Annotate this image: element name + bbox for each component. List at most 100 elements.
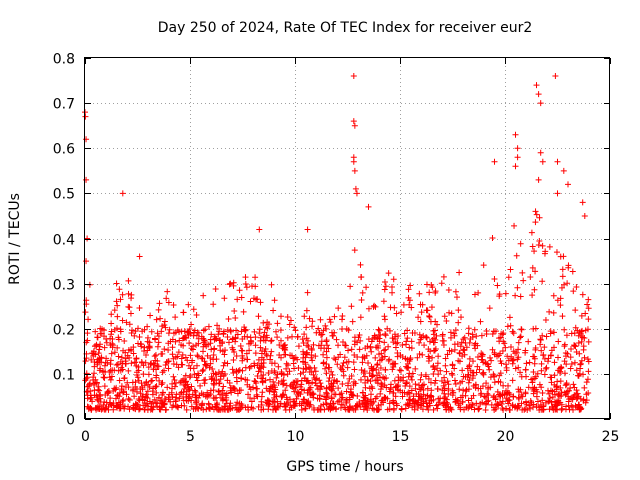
data-point xyxy=(499,348,506,355)
data-point xyxy=(539,158,546,165)
data-point xyxy=(473,369,480,376)
data-point xyxy=(343,359,350,366)
data-point xyxy=(547,387,554,394)
data-point xyxy=(567,354,574,361)
data-point xyxy=(441,399,448,406)
data-point xyxy=(406,344,413,351)
data-point xyxy=(390,399,397,406)
data-point xyxy=(518,400,525,407)
data-point xyxy=(144,334,151,341)
data-point xyxy=(282,351,289,358)
data-point xyxy=(183,406,190,413)
data-point xyxy=(306,369,313,376)
data-point xyxy=(128,295,135,302)
data-point xyxy=(258,360,265,367)
data-point xyxy=(418,334,425,341)
plot-frame xyxy=(84,57,610,419)
data-point xyxy=(488,357,495,364)
data-point xyxy=(540,406,547,413)
data-point xyxy=(339,381,346,388)
y-tick-label: 0.6 xyxy=(53,142,75,158)
data-point xyxy=(158,403,165,410)
data-point xyxy=(515,395,522,402)
data-point xyxy=(350,73,357,80)
data-point xyxy=(418,309,425,316)
data-point xyxy=(299,336,306,343)
data-point xyxy=(82,309,89,316)
data-point xyxy=(451,365,458,372)
data-point xyxy=(339,338,346,345)
data-point xyxy=(97,399,104,406)
data-point xyxy=(302,405,309,412)
data-point xyxy=(474,363,481,370)
data-point xyxy=(101,333,108,340)
data-point xyxy=(120,388,127,395)
data-point xyxy=(423,403,430,410)
data-point xyxy=(339,316,346,323)
data-point xyxy=(406,390,413,397)
data-point xyxy=(399,342,406,349)
data-point xyxy=(214,400,221,407)
data-point xyxy=(252,334,259,341)
data-point xyxy=(217,376,224,383)
data-point xyxy=(557,302,564,309)
data-point xyxy=(557,384,564,391)
data-point xyxy=(453,294,460,301)
data-point xyxy=(238,328,245,335)
data-point xyxy=(449,372,456,379)
data-point xyxy=(470,358,477,365)
data-point xyxy=(427,318,434,325)
data-point xyxy=(232,315,239,322)
data-point xyxy=(303,350,310,357)
data-point xyxy=(132,379,139,386)
data-point xyxy=(462,340,469,347)
data-point xyxy=(133,369,140,376)
data-point xyxy=(258,375,265,382)
data-point xyxy=(236,287,243,294)
data-point xyxy=(365,359,372,366)
data-point xyxy=(364,376,371,383)
data-point xyxy=(399,393,406,400)
data-point xyxy=(315,325,322,332)
data-point xyxy=(434,385,441,392)
data-point xyxy=(190,306,197,313)
data-point xyxy=(512,131,519,138)
data-point xyxy=(382,332,389,339)
data-point xyxy=(147,312,154,319)
data-point xyxy=(491,158,498,165)
data-point xyxy=(121,403,128,410)
data-point xyxy=(164,288,171,295)
data-point xyxy=(517,386,524,393)
data-point xyxy=(408,338,415,345)
data-point xyxy=(478,350,485,357)
data-point xyxy=(379,397,386,404)
data-point xyxy=(536,214,543,221)
data-point xyxy=(425,358,432,365)
data-point xyxy=(525,338,532,345)
data-point xyxy=(165,299,172,306)
data-point xyxy=(358,274,365,281)
data-point xyxy=(153,316,160,323)
data-point xyxy=(215,388,222,395)
data-point xyxy=(441,387,448,394)
data-point xyxy=(389,366,396,373)
data-point xyxy=(143,379,150,386)
data-point xyxy=(500,330,507,337)
data-point xyxy=(530,369,537,376)
data-point xyxy=(142,393,149,400)
data-point xyxy=(318,338,325,345)
data-point xyxy=(438,378,445,385)
data-point xyxy=(377,386,384,393)
data-point xyxy=(141,406,148,413)
data-point xyxy=(194,352,201,359)
data-point xyxy=(372,354,379,361)
data-point xyxy=(438,280,445,287)
data-point xyxy=(258,368,265,375)
data-point xyxy=(278,313,285,320)
data-point xyxy=(137,340,144,347)
data-point xyxy=(144,388,151,395)
data-point xyxy=(424,385,431,392)
data-point xyxy=(258,393,265,400)
data-point xyxy=(571,342,578,349)
